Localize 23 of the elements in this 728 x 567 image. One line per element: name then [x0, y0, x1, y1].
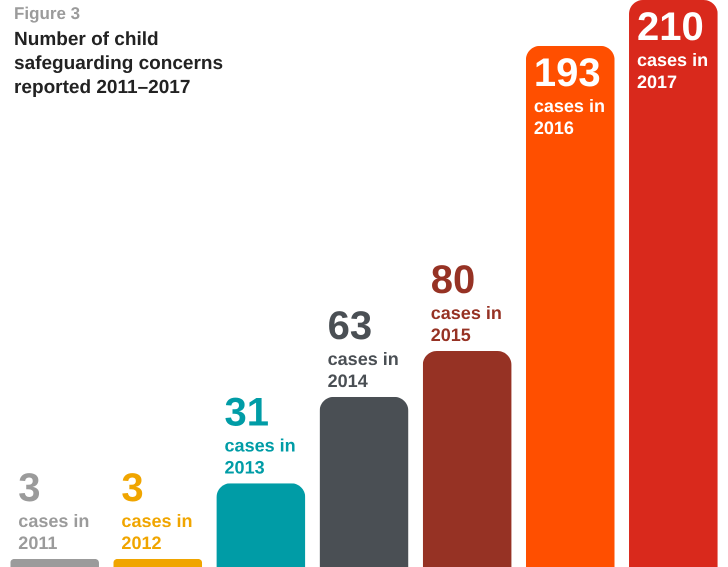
data-label: 193 [534, 50, 601, 95]
x-tick-label: cases in 2011 [18, 510, 90, 553]
x-tick-label: cases in 2012 [121, 510, 192, 553]
x-tick-label: cases in 2016 [534, 96, 605, 138]
data-label: 210 [637, 5, 704, 49]
bar [526, 46, 615, 567]
x-tick-label: cases in 2013 [224, 435, 296, 478]
data-label: 63 [328, 304, 372, 348]
data-label: 80 [430, 258, 476, 302]
bar [320, 396, 408, 567]
data-label: 3 [18, 466, 41, 510]
bar [10, 558, 99, 567]
chart-subtitle: Figure 3 [14, 4, 80, 23]
bar [629, 0, 718, 567]
data-label: 31 [224, 390, 270, 434]
data-label: 3 [121, 466, 144, 510]
x-tick-label: cases in 2017 [637, 50, 708, 92]
bar [113, 558, 202, 567]
bar [422, 351, 512, 567]
x-tick-label: cases in 2014 [328, 348, 399, 391]
bar [216, 483, 306, 567]
x-tick-label: cases in 2015 [430, 303, 502, 345]
text: Number of child safeguarding concerns reported 2011–2017 [14, 29, 224, 98]
